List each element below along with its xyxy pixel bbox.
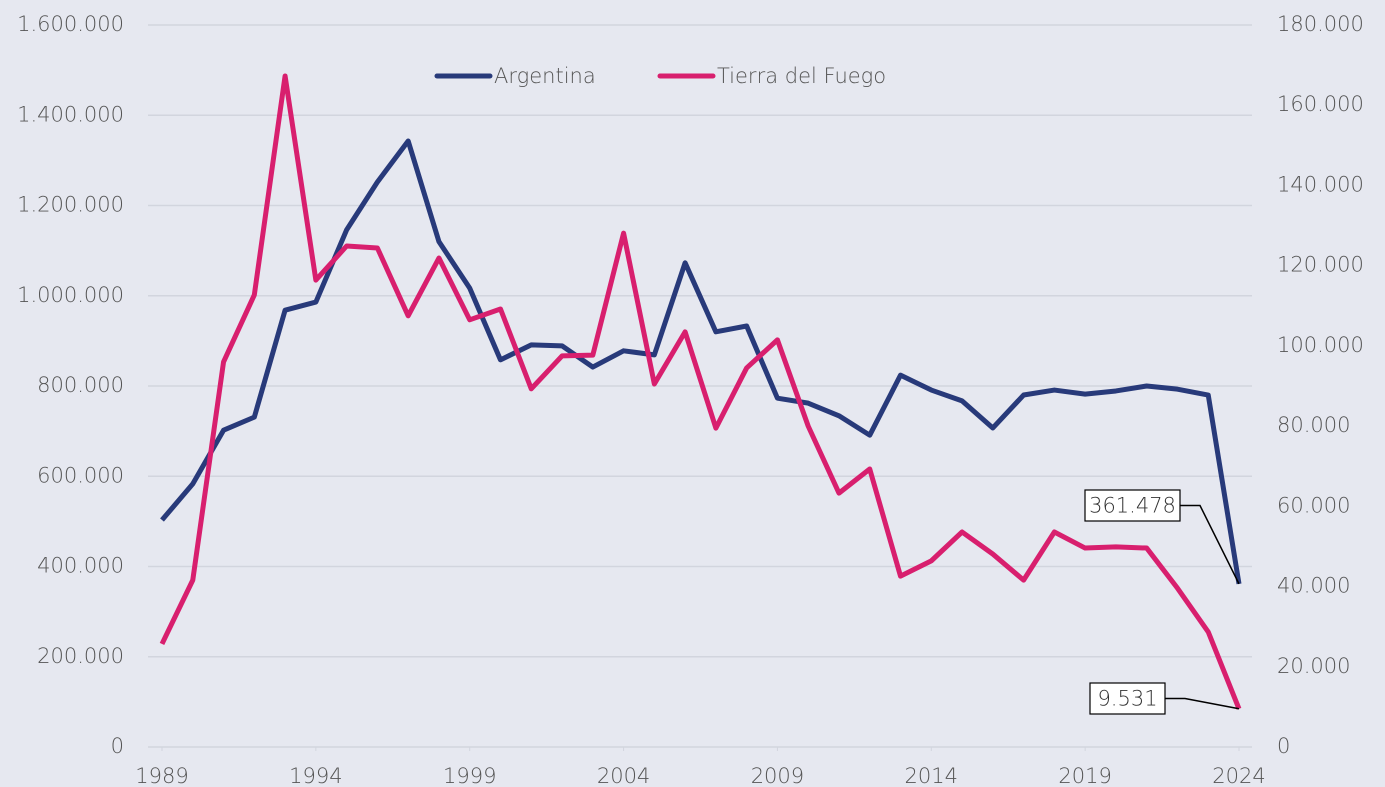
y2-tick-label: 0	[1277, 734, 1290, 758]
y2-tick-label: 40.000	[1277, 574, 1350, 598]
y2-tick-label: 120.000	[1277, 253, 1364, 277]
y2-tick-label: 20.000	[1277, 654, 1350, 678]
series-line	[159, 73, 1242, 710]
y-tick-label: 800.000	[37, 373, 124, 397]
y-tick-label: 1.600.000	[17, 12, 124, 36]
x-tick-label: 2009	[751, 764, 804, 787]
x-tick-label: 1999	[443, 764, 496, 787]
label-box	[1084, 489, 1181, 522]
y2-tick-label: 60.000	[1277, 493, 1350, 517]
x-tick-label: 1989	[135, 764, 188, 787]
y2-tick-label: 100.000	[1277, 333, 1364, 357]
y-tick-label: 1.200.000	[17, 193, 124, 217]
label-leader	[1165, 697, 1240, 710]
y-tick-label: 200.000	[37, 644, 124, 668]
y2-tick-label: 140.000	[1277, 172, 1364, 196]
label-leader	[1180, 504, 1240, 585]
x-tick-label: 2014	[905, 764, 958, 787]
data-label: 361.478	[1089, 494, 1176, 518]
y-tick-label: 400.000	[37, 554, 124, 578]
label-box	[1089, 682, 1166, 715]
y-tick-label: 1.000.000	[17, 283, 124, 307]
y2-tick-label: 180.000	[1277, 12, 1364, 36]
x-tick-label: 2019	[1058, 764, 1111, 787]
y-tick-label: 600.000	[37, 463, 124, 487]
data-label: 9.531	[1097, 687, 1157, 711]
legend-label: Tierra del Fuego	[717, 64, 886, 88]
x-tick-label: 1994	[289, 764, 342, 787]
y2-tick-label: 80.000	[1277, 413, 1350, 437]
legend-label: Argentina	[494, 64, 596, 88]
y-tick-label: 1.400.000	[17, 102, 124, 126]
x-tick-label: 2004	[597, 764, 650, 787]
x-tick-label: 2024	[1212, 764, 1265, 787]
y-tick-label: 0	[111, 734, 124, 758]
y2-tick-label: 160.000	[1277, 92, 1364, 116]
series-line	[160, 138, 1242, 585]
